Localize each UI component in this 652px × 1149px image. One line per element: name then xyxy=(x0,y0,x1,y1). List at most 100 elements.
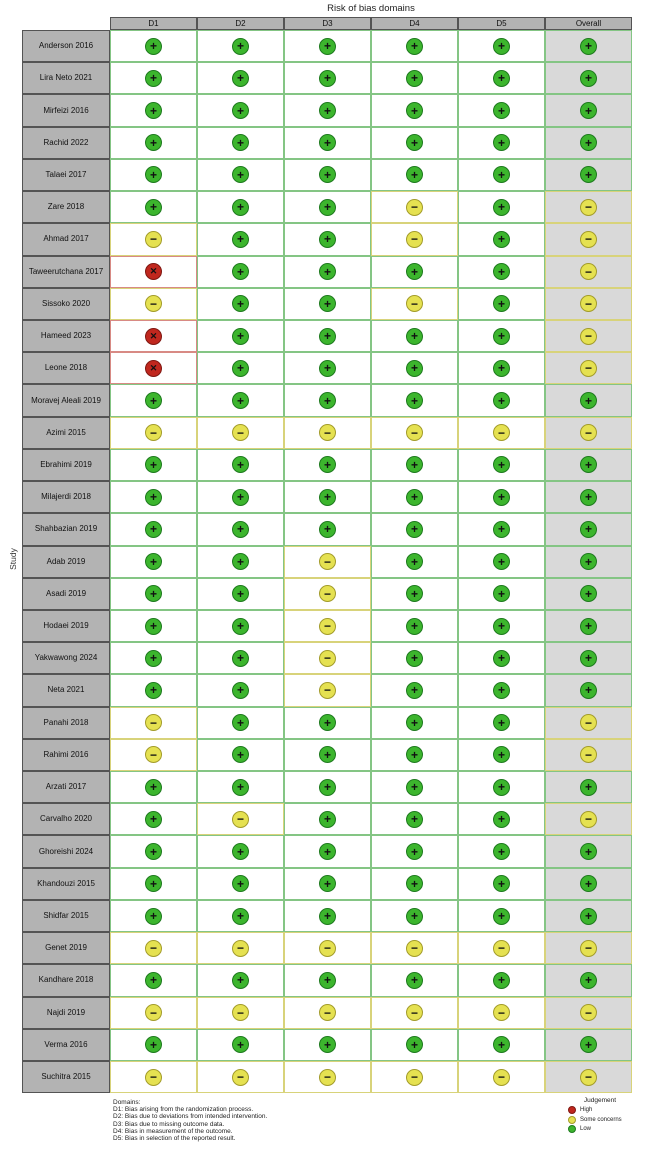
judgment-symbol: + xyxy=(584,393,592,408)
judgment-cell: − xyxy=(284,932,371,965)
study-label: Milajerdi 2018 xyxy=(22,481,110,514)
judgment-cell: − xyxy=(284,577,371,610)
judgment-icon-low: + xyxy=(145,102,162,120)
judgment-symbol: − xyxy=(323,425,331,440)
judgment-symbol: − xyxy=(584,747,592,762)
judgment-symbol: + xyxy=(323,103,331,118)
judgment-icon-low: + xyxy=(493,295,510,313)
judgment-icon-low: + xyxy=(145,649,162,667)
judgment-symbol: + xyxy=(323,200,331,215)
judgment-symbol: + xyxy=(149,393,157,408)
judgment-cell: − xyxy=(110,287,197,320)
judgment-icon-low: + xyxy=(406,971,423,989)
judgment-symbol: + xyxy=(497,844,505,859)
judgment-icon-low: + xyxy=(406,488,423,506)
judgment-icon-low: + xyxy=(232,778,249,796)
judgment-cell: + xyxy=(371,94,458,127)
judgment-icon-low: + xyxy=(319,198,336,216)
judgment-cell: + xyxy=(545,126,632,159)
study-label: Ahmad 2017 xyxy=(22,223,110,256)
judgment-icon-low: + xyxy=(493,810,510,828)
judgment-icon-low: + xyxy=(406,714,423,732)
judgment-cell: + xyxy=(110,545,197,578)
judgment-icon-low: + xyxy=(145,166,162,184)
judgment-symbol: + xyxy=(497,651,505,666)
judgment-cell: + xyxy=(110,609,197,643)
judgment-icon-low: + xyxy=(580,617,597,635)
judgment-icon-some: − xyxy=(580,746,597,764)
judgment-icon-low: + xyxy=(319,1036,336,1054)
judgment-icon-low: + xyxy=(493,520,510,538)
judgment-symbol: − xyxy=(149,425,157,440)
judgment-cell: + xyxy=(284,1028,371,1061)
study-label: Genet 2019 xyxy=(22,932,110,965)
judgment-icon-low: + xyxy=(145,553,162,571)
study-label: Kandhare 2018 xyxy=(22,964,110,997)
judgment-cell: + xyxy=(110,867,197,900)
judgment-symbol: + xyxy=(410,747,418,762)
judgment-icon-low: + xyxy=(406,907,423,925)
judgment-cell: − xyxy=(545,287,632,320)
judgment-symbol: ✕ xyxy=(149,266,158,277)
judgment-symbol: + xyxy=(323,490,331,505)
judgment-icon-low: + xyxy=(145,520,162,538)
study-label: Talaei 2017 xyxy=(22,158,110,192)
column-header-d4: D4 xyxy=(371,17,458,30)
judgment-cell: − xyxy=(284,996,371,1029)
judgment-cell: + xyxy=(371,609,458,643)
judgment-symbol: − xyxy=(584,715,592,730)
judgment-icon-low: + xyxy=(145,585,162,603)
judgment-cell: + xyxy=(197,1028,284,1061)
judgment-icon-low: + xyxy=(319,69,336,87)
judgment-cell: + xyxy=(284,384,371,417)
judgment-icon-low: + xyxy=(232,1036,249,1054)
judgment-symbol: + xyxy=(584,683,592,698)
judgment-icon-low: + xyxy=(406,617,423,635)
judgment-icon-some: − xyxy=(406,230,423,248)
judgment-cell: + xyxy=(197,674,284,707)
judgment-icon-low: + xyxy=(232,392,249,410)
judgment-symbol: + xyxy=(584,844,592,859)
judgment-symbol: − xyxy=(323,619,331,634)
judgment-symbol: + xyxy=(410,39,418,54)
judgment-cell: − xyxy=(110,1061,197,1094)
judgment-symbol: + xyxy=(149,1037,157,1052)
judgment-symbol: + xyxy=(410,1037,418,1052)
judgment-cell: + xyxy=(284,867,371,900)
judgment-icon-some: − xyxy=(319,617,336,635)
judgment-icon-low: + xyxy=(493,971,510,989)
judgment-cell: + xyxy=(458,674,545,707)
judgment-icon-low: + xyxy=(145,198,162,216)
study-label: Anderson 2016 xyxy=(22,30,110,63)
judgment-icon-low: + xyxy=(406,134,423,152)
judgment-icon-some: − xyxy=(580,295,597,313)
judgment-symbol: + xyxy=(236,586,244,601)
judgment-symbol: + xyxy=(497,393,505,408)
judgment-cell: + xyxy=(545,835,632,868)
judgment-cell: + xyxy=(284,899,371,933)
judgment-icon-low: + xyxy=(406,875,423,893)
judgment-symbol: + xyxy=(236,329,244,344)
judgment-cell: + xyxy=(545,481,632,514)
judgment-cell: − xyxy=(458,1061,545,1094)
judgment-cell: + xyxy=(458,738,545,772)
judgment-symbol: + xyxy=(410,522,418,537)
judgment-symbol: + xyxy=(497,1037,505,1052)
judgment-symbol: − xyxy=(149,941,157,956)
judgment-cell: − xyxy=(545,706,632,739)
judgment-icon-low: + xyxy=(493,102,510,120)
judgment-cell: − xyxy=(545,932,632,965)
study-label: Asadi 2019 xyxy=(22,577,110,610)
judgment-cell: + xyxy=(197,577,284,610)
judgment-icon-low: + xyxy=(580,585,597,603)
study-label: Leone 2018 xyxy=(22,352,110,385)
judgment-icon-low: + xyxy=(319,875,336,893)
domains-footnote-line: D4: Bias in measurement of the outcome. xyxy=(113,1127,233,1135)
judgment-icon-low: + xyxy=(493,392,510,410)
judgment-cell: + xyxy=(284,448,371,482)
judgment-symbol: + xyxy=(236,200,244,215)
judgment-symbol: + xyxy=(149,651,157,666)
judgment-cell: − xyxy=(545,223,632,256)
judgment-cell: + xyxy=(197,62,284,95)
judgment-cell: + xyxy=(197,30,284,63)
